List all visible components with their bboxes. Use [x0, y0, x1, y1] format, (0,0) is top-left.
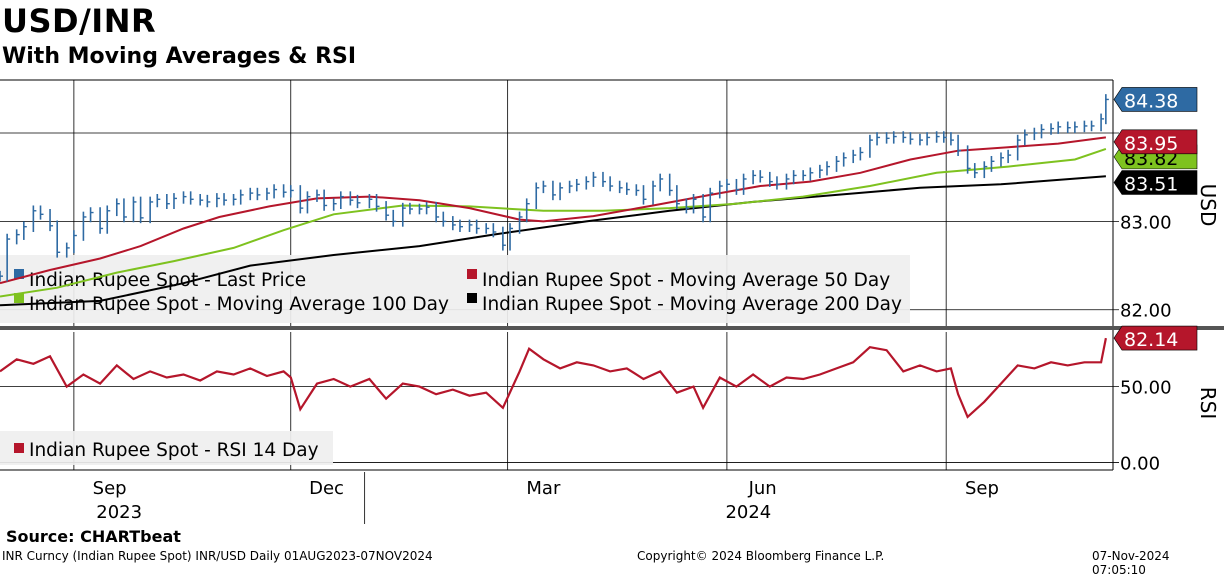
ma200-last-tag-text: 83.51 — [1124, 174, 1178, 196]
x-month-label-1: Dec — [309, 478, 344, 499]
last-price-tag-text: 84.38 — [1124, 90, 1178, 112]
price-axis-label: USD — [1196, 184, 1220, 227]
source-note: Source: CHARTbeat — [6, 527, 181, 546]
ticker-info: INR Curncy (Indian Rupee Spot) INR/USD D… — [2, 549, 433, 563]
rsi-tick-label-1: 0.00 — [1120, 453, 1160, 474]
price-legend-swatch-2 — [14, 293, 24, 303]
ma-line-1 — [0, 136, 1107, 285]
price-legend-label-1: Indian Rupee Spot - Moving Average 50 Da… — [482, 270, 890, 291]
ma-line-2 — [0, 147, 1107, 298]
x-month-label-2: Mar — [526, 478, 561, 499]
timestamp: 07-Nov-2024 07:05:10 — [1092, 549, 1170, 577]
ma200-last-tag-box — [1113, 170, 1198, 195]
rsi-legend-label: Indian Rupee Spot - RSI 14 Day — [29, 440, 319, 461]
ma-line-3 — [0, 175, 1106, 307]
x-year-label-1: 2024 — [725, 502, 771, 523]
panel-separator — [0, 326, 1224, 330]
copyright-note: Copyright© 2024 Bloomberg Finance L.P. — [637, 549, 885, 563]
price-legend-label-3: Indian Rupee Spot - Moving Average 200 D… — [482, 294, 902, 315]
rsi-last-tag-text: 82.14 — [1124, 329, 1178, 351]
price-legend-label-0: Indian Rupee Spot - Last Price — [29, 270, 306, 291]
ma50-last-tag-box — [1113, 129, 1198, 155]
rsi-tick-label-0: 50.00 — [1120, 378, 1172, 399]
x-year-label-0: 2023 — [96, 502, 142, 523]
rsi-line — [0, 337, 1107, 419]
chart-title: USD/INR — [2, 2, 157, 40]
rsi-axis-label: RSI — [1196, 387, 1220, 420]
last-price-tag-box — [1113, 87, 1198, 112]
rsi-legend-box — [0, 431, 333, 465]
price-tick-label-0: 82.00 — [1120, 301, 1172, 322]
price-legend-swatch-1 — [467, 269, 477, 279]
chart-subtitle: With Moving Averages & RSI — [2, 44, 357, 69]
x-month-label-0: Sep — [93, 478, 127, 499]
price-legend-swatch-0 — [14, 269, 24, 279]
x-month-label-3: Jun — [748, 478, 777, 499]
x-month-label-4: Sep — [965, 478, 999, 499]
price-legend-swatch-3 — [467, 293, 477, 303]
price-legend-label-2: Indian Rupee Spot - Moving Average 100 D… — [29, 294, 449, 315]
price-tick-label-1: 83.00 — [1120, 212, 1172, 233]
rsi-last-tag-box — [1113, 325, 1198, 351]
rsi-legend-swatch — [14, 443, 24, 453]
last-price-bars — [0, 94, 1109, 282]
ma50-last-tag-text: 83.95 — [1124, 133, 1178, 155]
